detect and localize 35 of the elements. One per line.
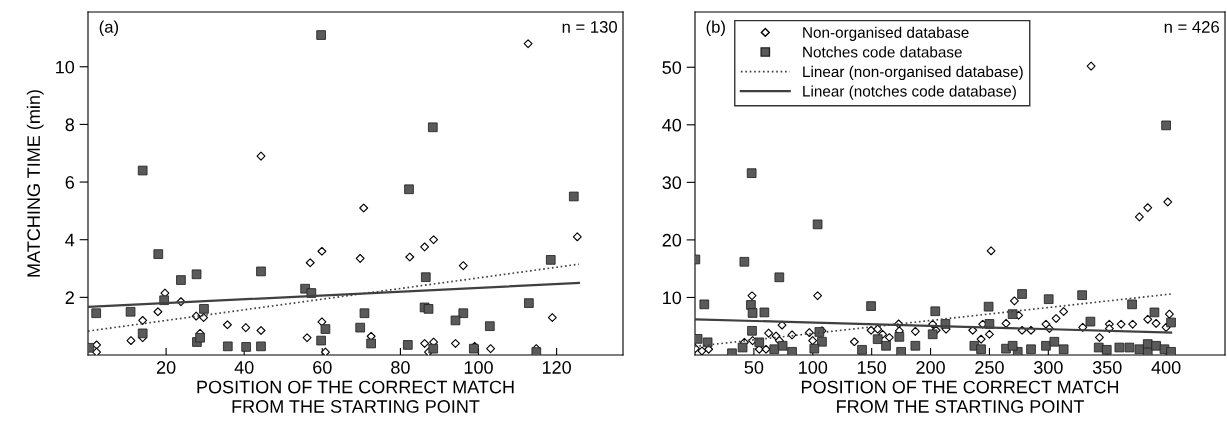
x-tick-label: 150: [857, 361, 887, 374]
y-tick-label: 2: [65, 291, 74, 304]
y-tick-label: 20: [662, 233, 682, 247]
y-tick-label: 50: [662, 61, 682, 74]
y-tick-label: 4: [65, 233, 75, 247]
x-tick-label: 300: [1033, 361, 1063, 374]
y-tick-label: 8: [65, 118, 75, 132]
x-tick-label: 40: [234, 361, 254, 374]
annotation: n = 426: [1164, 21, 1219, 33]
x-tick-label: 400: [1151, 361, 1181, 374]
x-tick-label: 20: [156, 361, 176, 374]
x-tick-label: 60: [313, 361, 332, 374]
y-tick-label: 10: [663, 291, 682, 305]
x-axis-title: POSITION OF THE CORRECT MATCH FROM THE STARTING POINT: [197, 380, 514, 413]
annotation: n = 130: [562, 21, 617, 33]
y-axis-title: MATCHING TIME (min): [26, 90, 44, 277]
x-tick-label: 50: [744, 361, 764, 374]
legend-label: Linear (notches code database): [803, 85, 1016, 100]
x-axis-title: POSITION OF THE CORRECT MATCH FROM THE STARTING POINT: [801, 380, 1119, 413]
x-tick-label: 350: [1092, 361, 1122, 374]
y-tick-label: 6: [65, 175, 75, 189]
x-tick-label: 80: [391, 361, 410, 374]
x-tick-label: 100: [799, 361, 828, 374]
legend-label: Linear (non-organised database): [803, 65, 1023, 81]
x-tick-label: 100: [464, 361, 493, 374]
y-tick-label: 40: [662, 118, 682, 132]
legend-label: Notches code database: [803, 46, 962, 58]
annotation: (a): [99, 20, 119, 37]
legend-label: Non-organised database: [803, 26, 969, 41]
y-tick-label: 10: [56, 60, 75, 74]
y-tick-label: 30: [662, 176, 682, 190]
x-tick-label: 200: [916, 361, 945, 374]
x-tick-label: 120: [542, 361, 571, 374]
annotation: (b): [706, 20, 725, 37]
x-tick-label: 250: [975, 361, 1004, 374]
